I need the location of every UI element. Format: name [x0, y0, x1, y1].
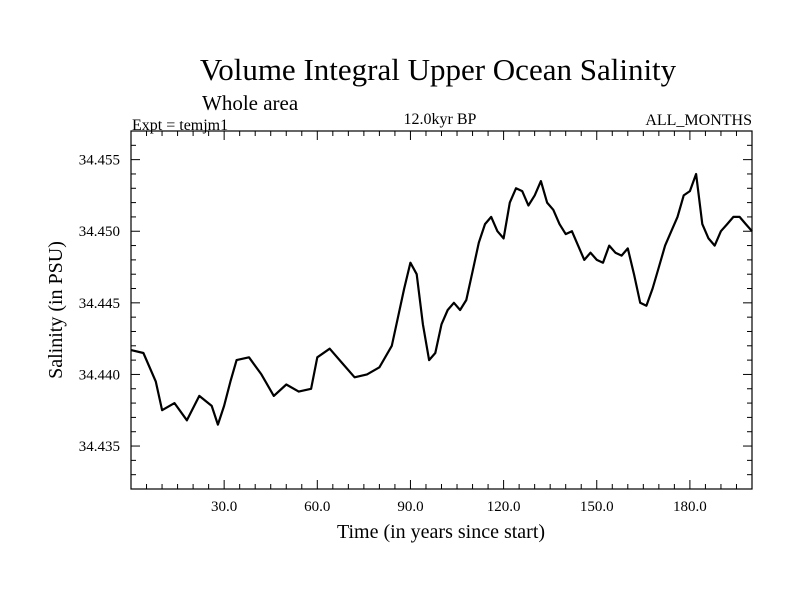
y-tick-label: 34.445 — [79, 296, 120, 312]
x-tick-label: 90.0 — [397, 499, 423, 515]
x-tick-label: 30.0 — [211, 499, 237, 515]
y-axis-label: Salinity (in PSU) — [45, 241, 67, 379]
x-axis-label: Time (in years since start) — [337, 521, 545, 543]
period-label: 12.0kyr BP — [404, 111, 477, 128]
data-layer — [130, 172, 753, 426]
axis-ticks: 30.0 60.0 90.0 120.0 150.0 180.0 34.435 34.440 3… — [79, 131, 752, 515]
x-tick-label: 150.0 — [580, 499, 614, 515]
y-tick-label: 34.435 — [79, 439, 120, 455]
y-tick-label: 34.455 — [79, 153, 120, 169]
y-tick-label: 34.450 — [79, 224, 120, 240]
x-tick-label: 60.0 — [304, 499, 330, 515]
experiment-label: Expt = temjm1 — [132, 117, 228, 134]
x-tick-label: 120.0 — [487, 499, 521, 515]
months-label: ALL_MONTHS — [645, 112, 752, 129]
chart-title: Volume Integral Upper Ocean Salinity — [200, 52, 677, 87]
plot-frame — [130, 130, 753, 490]
series-line-salinity — [130, 172, 753, 426]
y-tick-label: 34.440 — [79, 367, 120, 383]
x-tick-label: 180.0 — [673, 499, 707, 515]
chart-subtitle: Whole area — [202, 91, 299, 115]
